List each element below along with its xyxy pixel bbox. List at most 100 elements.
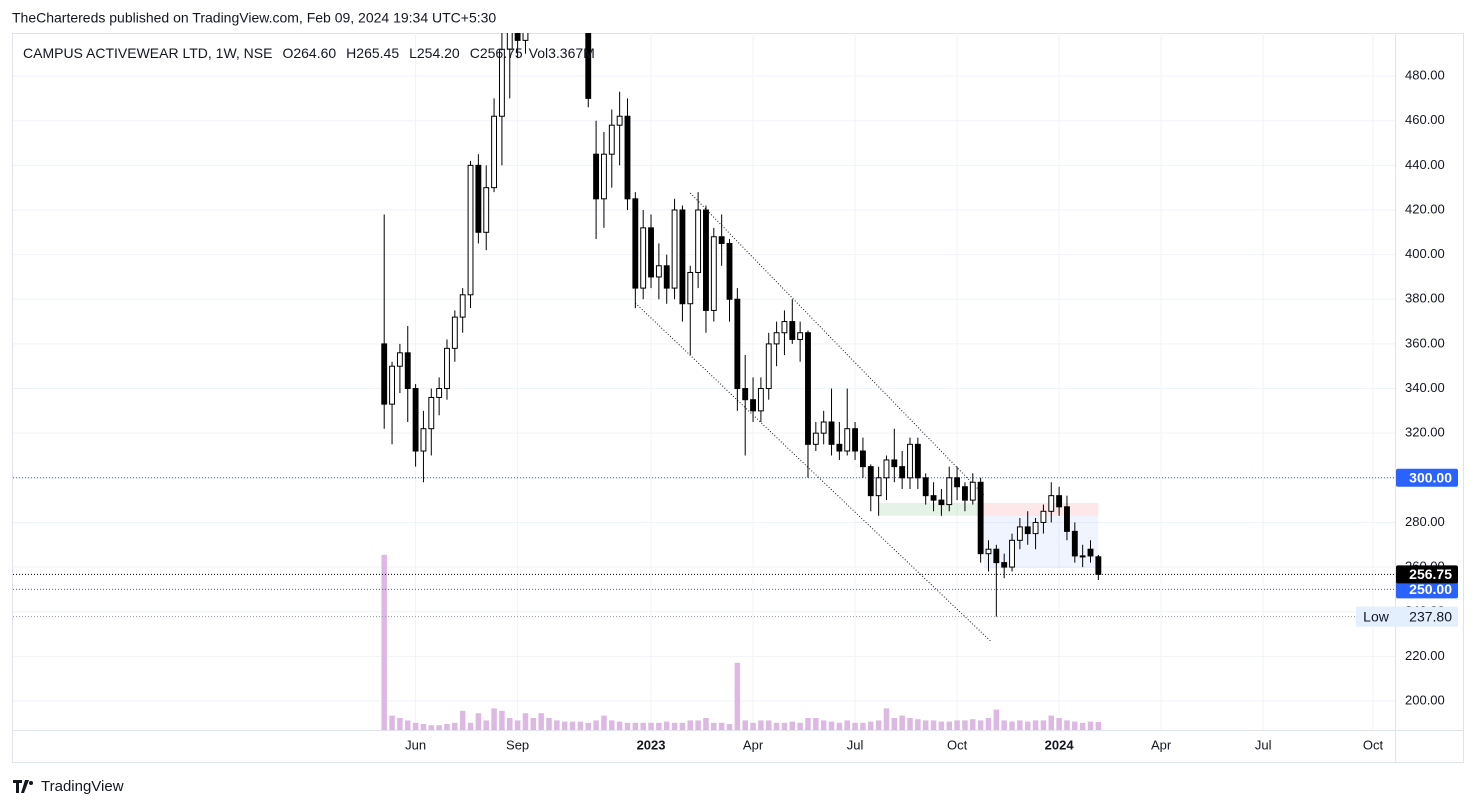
- candle-body: [451, 316, 458, 349]
- candle-body: [1064, 506, 1070, 532]
- x-tick-label: 2023: [637, 737, 666, 752]
- brand-logo: TradingView: [13, 778, 124, 795]
- volume-bar: [459, 710, 466, 730]
- volume-bar: [428, 725, 435, 730]
- candle-body: [522, 33, 529, 41]
- volume-bar: [663, 721, 670, 730]
- volume-bar: [499, 710, 505, 730]
- volume-bar: [954, 720, 960, 730]
- candle-body: [585, 33, 592, 99]
- candle-body: [655, 265, 662, 278]
- candle-body: [687, 271, 694, 305]
- volume-bar: [726, 724, 733, 730]
- candle-body: [844, 428, 851, 452]
- candle-body: [695, 209, 702, 273]
- candle-body: [640, 227, 647, 289]
- volume-bar: [467, 722, 474, 730]
- volume-bar: [412, 722, 419, 730]
- candle-body: [483, 187, 490, 233]
- candle-body: [491, 115, 498, 189]
- candle-body: [679, 209, 686, 305]
- candle-body: [750, 399, 756, 412]
- volume-bar: [1017, 720, 1023, 730]
- candle-body: [467, 164, 474, 296]
- candle-body: [930, 495, 937, 501]
- candle-body: [859, 450, 866, 468]
- volume-bar: [679, 722, 686, 730]
- volume-bar: [695, 720, 701, 730]
- y-tick-label: 220.00: [1405, 648, 1445, 663]
- candle-body: [718, 236, 725, 244]
- candle-body: [922, 477, 929, 497]
- price-label-box: [1396, 580, 1458, 599]
- candle-body: [1056, 495, 1063, 508]
- price-label-box: [1396, 468, 1458, 487]
- volume-bar: [1048, 715, 1055, 730]
- candle-body: [420, 428, 427, 452]
- x-tick-label: Jul: [847, 737, 864, 752]
- candle-body: [899, 466, 906, 479]
- volume-bar: [836, 722, 843, 730]
- price-label: 250.00: [1409, 581, 1452, 597]
- y-tick-label: 420.00: [1405, 201, 1445, 216]
- y-tick-label: 400.00: [1405, 246, 1445, 261]
- volume-bar: [813, 718, 819, 730]
- volume-bar: [891, 718, 898, 730]
- y-tick-label: 440.00: [1405, 157, 1445, 172]
- candle-body: [742, 388, 749, 401]
- candle-body: [977, 481, 984, 555]
- volume-bar: [444, 724, 450, 730]
- candle-body: [726, 242, 733, 300]
- candle-body: [836, 443, 843, 452]
- symbol-name: CAMPUS ACTIVEWEAR LTD, 1W, NSE: [23, 45, 272, 61]
- volume-bar: [546, 718, 552, 730]
- volume-bar: [420, 724, 427, 730]
- x-tick-label: Apr: [1151, 737, 1172, 752]
- price-label-box-light: [1396, 606, 1458, 627]
- candle-body: [710, 236, 717, 311]
- candle-body: [938, 499, 945, 506]
- volume-bar: [703, 718, 709, 730]
- candle-body: [1095, 556, 1102, 575]
- volume-bar: [1032, 720, 1039, 730]
- candle-body: [1087, 548, 1094, 557]
- candle-body: [773, 332, 780, 345]
- volume-bar: [1040, 720, 1047, 730]
- legend: CAMPUS ACTIVEWEAR LTD, 1W, NSE O264.60 H26…: [23, 45, 595, 61]
- volume-bar: [750, 722, 756, 730]
- volume-bar: [820, 720, 827, 730]
- volume-bar: [632, 722, 639, 730]
- x-tick-label: Apr: [743, 737, 764, 752]
- candle-body: [389, 365, 395, 405]
- volume-bar: [797, 722, 803, 730]
- candle-body: [734, 298, 741, 390]
- volume-bar: [718, 722, 725, 730]
- position-zone: [983, 515, 1099, 568]
- y-tick-label: 480.00: [1405, 68, 1445, 83]
- volume-bar: [828, 721, 835, 730]
- volume-bar: [734, 662, 741, 730]
- position-zone: [878, 503, 984, 516]
- candle-body: [593, 153, 600, 200]
- candle-body: [985, 548, 992, 555]
- volume-bar: [805, 718, 811, 730]
- symbol-legend: CAMPUS ACTIVEWEAR LTD, 1W, NSE O264.60 H26…: [23, 45, 595, 61]
- volume-bar: [1024, 721, 1031, 730]
- candle-body: [757, 388, 764, 412]
- volume-bar: [1064, 720, 1070, 730]
- candle-body: [1032, 521, 1039, 535]
- volume-bar: [452, 722, 458, 730]
- candle-body: [1040, 510, 1047, 523]
- volume-bar: [946, 721, 952, 730]
- ohlc-value: C256.75: [470, 45, 523, 61]
- candle-body: [404, 352, 411, 390]
- volume-bar: [781, 722, 788, 730]
- volume-bar: [585, 722, 591, 730]
- volume-bar: [962, 720, 968, 730]
- volume-bar: [624, 722, 631, 730]
- y-tick-label: 200.00: [1405, 692, 1445, 707]
- volume-bar: [1095, 721, 1102, 730]
- candle-body: [703, 209, 709, 311]
- volume-bar: [554, 720, 560, 730]
